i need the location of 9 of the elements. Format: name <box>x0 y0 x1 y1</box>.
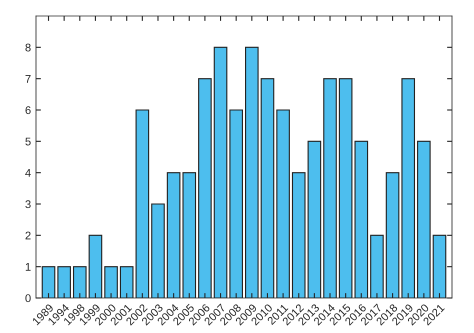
y-tick-label: 6 <box>26 106 31 114</box>
y-tick-label: 7 <box>26 75 31 83</box>
y-tick-label: 1 <box>26 263 31 271</box>
y-tick-label: 8 <box>25 44 31 52</box>
y-tick-label: 0 <box>25 294 31 302</box>
y-tick-label: 5 <box>25 138 31 146</box>
y-tick-label: 4 <box>25 169 31 177</box>
y-tick-label: 3 <box>25 200 31 208</box>
y-tick-label: 2 <box>26 232 31 240</box>
